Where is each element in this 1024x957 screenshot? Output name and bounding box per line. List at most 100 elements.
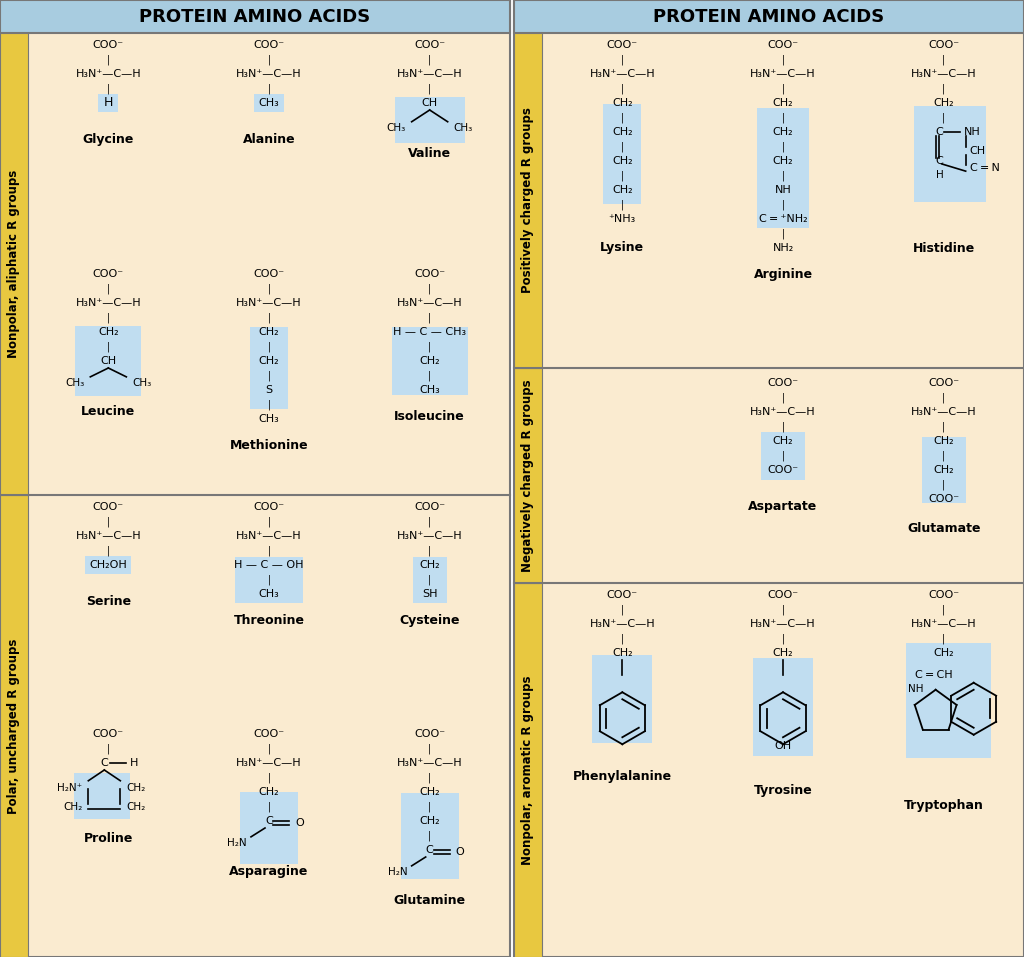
Text: CH₂: CH₂	[612, 648, 633, 658]
Text: |: |	[781, 199, 784, 210]
Text: O: O	[456, 847, 465, 857]
Text: Asparagine: Asparagine	[229, 865, 308, 879]
Text: Glutamine: Glutamine	[393, 894, 466, 907]
Text: CH₂: CH₂	[933, 98, 954, 108]
Text: C: C	[426, 845, 433, 855]
Text: Proline: Proline	[84, 832, 133, 845]
Text: H₂N⁺: H₂N⁺	[57, 783, 82, 792]
Text: |: |	[106, 283, 110, 294]
Text: CH₂: CH₂	[773, 98, 794, 108]
Text: CH₂: CH₂	[612, 127, 633, 137]
Text: |: |	[621, 55, 624, 65]
Text: CH₂: CH₂	[933, 648, 954, 658]
Text: COO⁻: COO⁻	[414, 502, 445, 512]
Text: Threonine: Threonine	[233, 613, 304, 627]
Text: |: |	[106, 744, 110, 754]
Text: H₃N⁺—C—H: H₃N⁺—C—H	[911, 407, 977, 417]
Text: Glutamate: Glutamate	[907, 522, 980, 535]
Text: |: |	[428, 312, 431, 323]
Text: CH₂: CH₂	[612, 156, 633, 166]
Text: |: |	[428, 831, 431, 841]
Text: |: |	[942, 421, 945, 432]
Text: COO⁻: COO⁻	[253, 502, 285, 512]
Text: |: |	[621, 83, 624, 94]
Text: CH₂: CH₂	[63, 802, 82, 812]
Text: COO⁻: COO⁻	[928, 590, 959, 600]
Bar	[753, 657, 813, 756]
Text: CH₂: CH₂	[612, 185, 633, 195]
Text: |: |	[428, 55, 431, 65]
Text: |: |	[106, 516, 110, 526]
Text: COO⁻: COO⁻	[93, 502, 124, 512]
Text: |: |	[942, 479, 945, 490]
Text: |: |	[781, 229, 784, 238]
Text: H₃N⁺—C—H: H₃N⁺—C—H	[237, 758, 302, 768]
Text: |: |	[428, 283, 431, 294]
Text: CH₂: CH₂	[98, 327, 119, 337]
Text: |: |	[267, 772, 270, 783]
Bar	[400, 792, 459, 879]
Text: |: |	[267, 574, 270, 585]
Text: OH: OH	[774, 742, 792, 751]
Bar	[85, 556, 131, 574]
Text: ⁺NH₃: ⁺NH₃	[608, 214, 636, 224]
Text: Phenylalanine: Phenylalanine	[572, 769, 672, 783]
Text: COO⁻: COO⁻	[767, 378, 799, 388]
Bar	[413, 557, 446, 603]
Text: PROTEIN AMINO ACIDS: PROTEIN AMINO ACIDS	[653, 8, 885, 26]
Text: Glycine: Glycine	[83, 133, 134, 145]
Text: |: |	[942, 55, 945, 65]
Bar	[922, 437, 966, 503]
Text: |: |	[106, 342, 110, 352]
Text: Isoleucine: Isoleucine	[394, 410, 465, 423]
Bar	[0, 0, 510, 957]
Text: Cysteine: Cysteine	[399, 613, 460, 627]
Text: CH₂: CH₂	[933, 465, 954, 475]
Text: H₂N: H₂N	[227, 837, 247, 848]
Text: CH₃: CH₃	[132, 378, 152, 388]
Text: CH₂: CH₂	[126, 802, 145, 812]
Text: NH₂: NH₂	[772, 243, 794, 253]
Bar	[394, 98, 465, 144]
Bar	[514, 33, 542, 368]
Text: SH: SH	[422, 589, 437, 599]
Text: H — C — OH: H — C — OH	[234, 560, 304, 570]
Text: CH₂: CH₂	[420, 816, 440, 826]
Text: CH₂: CH₂	[259, 787, 280, 797]
Text: |: |	[621, 112, 624, 122]
Text: Histidine: Histidine	[912, 241, 975, 255]
Text: COO⁻: COO⁻	[93, 729, 124, 739]
Text: COO⁻: COO⁻	[607, 590, 638, 600]
Text: |: |	[267, 516, 270, 526]
Text: COO⁻: COO⁻	[767, 465, 799, 475]
Text: CH₂: CH₂	[420, 560, 440, 570]
Text: |: |	[267, 545, 270, 556]
Bar	[757, 108, 809, 229]
Bar	[0, 33, 28, 495]
Text: COO⁻: COO⁻	[253, 269, 285, 279]
Text: COO⁻: COO⁻	[414, 40, 445, 50]
Text: C: C	[936, 156, 943, 166]
Text: S: S	[265, 385, 272, 395]
Text: |: |	[621, 604, 624, 614]
Text: CH₂: CH₂	[126, 783, 145, 792]
Text: H₃N⁺—C—H: H₃N⁺—C—H	[590, 69, 655, 79]
Bar	[514, 0, 1024, 957]
Text: |: |	[428, 772, 431, 783]
Text: H₃N⁺—C—H: H₃N⁺—C—H	[397, 531, 463, 541]
Text: CH₂: CH₂	[773, 127, 794, 137]
Text: |: |	[781, 55, 784, 65]
Text: |: |	[942, 392, 945, 403]
Text: |: |	[781, 112, 784, 122]
Text: |: |	[781, 421, 784, 432]
Bar	[514, 583, 542, 957]
Text: Lysine: Lysine	[600, 241, 644, 255]
Text: H: H	[936, 170, 943, 181]
Text: CH₂OH: CH₂OH	[89, 560, 127, 570]
Text: |: |	[621, 199, 624, 210]
Text: H: H	[103, 97, 113, 109]
Text: Methionine: Methionine	[229, 438, 308, 452]
Text: H: H	[130, 758, 138, 768]
Text: C: C	[265, 816, 272, 826]
Text: H₃N⁺—C—H: H₃N⁺—C—H	[237, 298, 302, 308]
